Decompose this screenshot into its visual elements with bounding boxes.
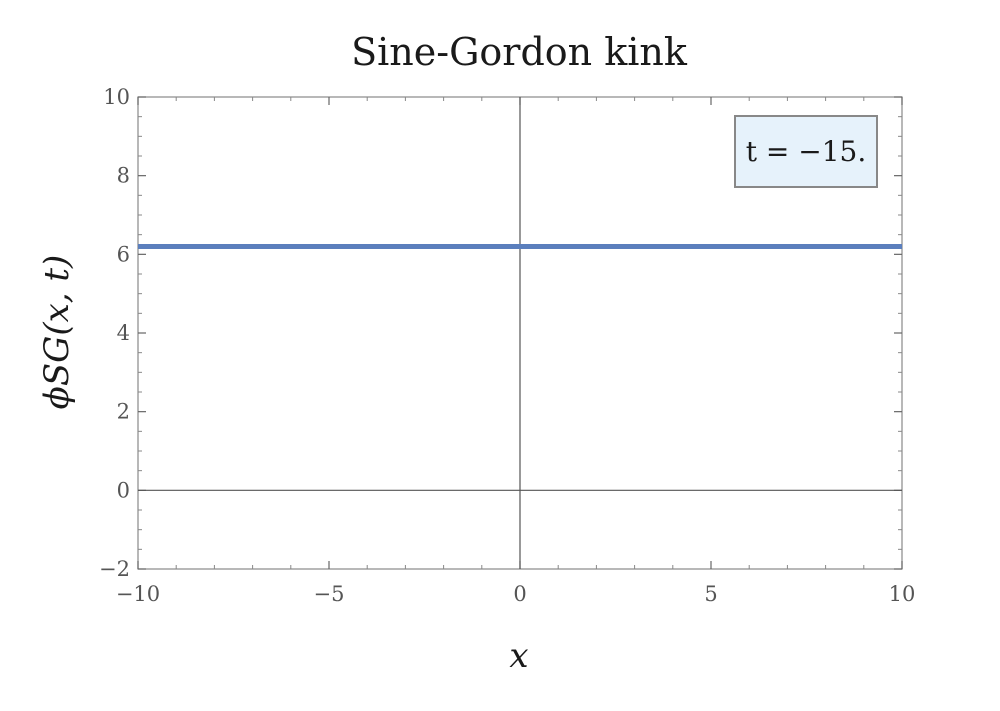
y-tick-label: −2 bbox=[99, 557, 130, 581]
x-tick-labels: −10 −5 0 5 10 bbox=[116, 582, 916, 606]
plot-area: t = −15. bbox=[137, 96, 903, 570]
y-tick-labels: −2 0 2 4 6 8 10 bbox=[99, 85, 130, 581]
x-axis-label: x bbox=[509, 636, 528, 676]
x-tick-label: −5 bbox=[314, 582, 345, 606]
y-tick-label: 0 bbox=[117, 478, 130, 502]
chart-title: Sine-Gordon kink bbox=[351, 30, 688, 74]
x-tick-label: 5 bbox=[704, 582, 717, 606]
time-annotation-box bbox=[734, 115, 878, 188]
y-tick-label: 4 bbox=[117, 321, 130, 345]
zero-axes bbox=[138, 97, 902, 569]
y-tick-label: 2 bbox=[117, 400, 130, 424]
time-annotation: t = −15. bbox=[734, 115, 878, 188]
x-tick-label: −10 bbox=[116, 582, 160, 606]
y-tick-label: 6 bbox=[117, 242, 130, 266]
x-tick-label: 10 bbox=[889, 582, 916, 606]
minor-ticks bbox=[138, 97, 902, 569]
time-annotation-text: t = −15. bbox=[746, 135, 867, 168]
y-tick-label: 8 bbox=[117, 164, 130, 188]
y-tick-label: 10 bbox=[103, 85, 130, 109]
x-tick-label: 0 bbox=[513, 582, 526, 606]
y-axis-label: ϕSG(x, t) bbox=[37, 255, 77, 410]
